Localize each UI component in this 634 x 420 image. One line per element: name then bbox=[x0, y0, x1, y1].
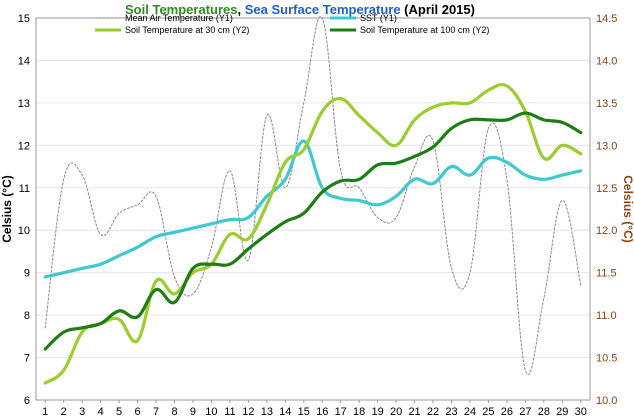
legend: Mean Air Temperature (Y1) SST (Y1) Soil Te… bbox=[95, 13, 489, 35]
chart-title-part: (April 2015) bbox=[401, 2, 475, 17]
x-tick-label: 4 bbox=[98, 406, 104, 418]
x-tick-label: 13 bbox=[261, 406, 273, 418]
y-right-tick-label: 11.0 bbox=[596, 310, 617, 322]
x-tick-label: 2 bbox=[61, 406, 67, 418]
y-right-tick-label: 13.0 bbox=[596, 140, 617, 152]
x-tick-label: 28 bbox=[538, 406, 550, 418]
x-tick-label: 21 bbox=[408, 406, 420, 418]
series-line-mean-air-temperature-y1 bbox=[44, 16, 582, 375]
x-tick-label: 20 bbox=[390, 406, 402, 418]
legend-label: Mean Air Temperature (Y1) bbox=[125, 13, 233, 23]
y-left-tick-label: 11 bbox=[19, 183, 30, 195]
y-right-tick-label: 11.5 bbox=[596, 268, 617, 280]
x-tick-label: 22 bbox=[427, 406, 439, 418]
x-tick-label: 6 bbox=[135, 406, 141, 418]
y-axis-right-title: Celsius (°C) bbox=[621, 175, 634, 242]
x-tick-label: 23 bbox=[445, 406, 457, 418]
y-left-tick-label: 7 bbox=[24, 353, 30, 365]
legend-label: Soil Temperature at 30 cm (Y2) bbox=[125, 25, 249, 35]
y-left-tick-label: 9 bbox=[24, 268, 30, 280]
chart-title-part: Sea Surface Temperature bbox=[245, 2, 401, 17]
legend-item-sst-y1: SST (Y1) bbox=[330, 13, 397, 23]
y-left-tick-label: 15 bbox=[18, 13, 30, 25]
series-line-sst-y1 bbox=[43, 139, 583, 279]
y-right-tick-label: 10.0 bbox=[596, 395, 617, 407]
chart-title-part: Soil Temperatures bbox=[125, 2, 237, 17]
grid-layer bbox=[36, 59, 590, 359]
chart-title-part: , bbox=[237, 2, 244, 17]
x-tick-label: 7 bbox=[153, 406, 159, 418]
y-left-tick-label: 13 bbox=[18, 98, 30, 110]
y-axis-left-title: Celsius (°C) bbox=[0, 175, 14, 242]
legend-item-soil-temperature-at-30-cm-y2: Soil Temperature at 30 cm (Y2) bbox=[95, 25, 249, 35]
y-right-tick-label: 12.5 bbox=[596, 183, 617, 195]
x-tick-label: 30 bbox=[575, 406, 587, 418]
series-layer bbox=[43, 16, 583, 385]
x-tick-label: 14 bbox=[279, 406, 291, 418]
series-line-soil-temperature-at-30-cm-y2 bbox=[43, 82, 583, 385]
x-tick-label: 16 bbox=[316, 406, 328, 418]
x-tick-label: 10 bbox=[205, 406, 217, 418]
legend-item-mean-air-temperature-y1: Mean Air Temperature (Y1) bbox=[95, 13, 233, 23]
plot-frame bbox=[35, 17, 591, 401]
y-right-tick-label: 14.5 bbox=[596, 13, 617, 25]
legend-label: SST (Y1) bbox=[360, 13, 397, 23]
x-tick-label: 8 bbox=[171, 406, 177, 418]
series-line-soil-temperature-at-100-cm-y2 bbox=[43, 111, 583, 351]
y-left-tick-label: 14 bbox=[18, 55, 30, 67]
y-right-tick-label: 14.0 bbox=[596, 55, 617, 67]
x-tick-label: 26 bbox=[501, 406, 513, 418]
y-right-tick-label: 12.0 bbox=[596, 225, 617, 237]
x-tick-label: 12 bbox=[242, 406, 254, 418]
x-tick-label: 9 bbox=[190, 406, 196, 418]
x-tick-label: 27 bbox=[519, 406, 531, 418]
x-tick-label: 3 bbox=[79, 406, 85, 418]
legend-item-soil-temperature-at-100-cm-y2: Soil Temperature at 100 cm (Y2) bbox=[330, 25, 489, 35]
x-tick-label: 15 bbox=[298, 406, 310, 418]
x-tick-label: 24 bbox=[464, 406, 476, 418]
chart-title: Soil Temperatures, Sea Surface Temperatu… bbox=[125, 2, 475, 17]
y-left-tick-label: 12 bbox=[18, 140, 30, 152]
x-tick-label: 1 bbox=[42, 406, 48, 418]
x-tick-label: 18 bbox=[353, 406, 365, 418]
y-right-tick-label: 13.5 bbox=[596, 98, 617, 110]
x-tick-label: 5 bbox=[116, 406, 122, 418]
y-left-tick-label: 10 bbox=[18, 225, 30, 237]
y-left-tick-label: 8 bbox=[24, 310, 30, 322]
axis-layer: 678910111213141510.010.511.011.512.012.5… bbox=[18, 13, 618, 418]
legend-label: Soil Temperature at 100 cm (Y2) bbox=[360, 25, 489, 35]
y-right-tick-label: 10.5 bbox=[596, 353, 617, 365]
x-tick-label: 19 bbox=[372, 406, 384, 418]
y-left-tick-label: 6 bbox=[24, 395, 30, 407]
x-tick-label: 29 bbox=[556, 406, 568, 418]
x-tick-label: 25 bbox=[482, 406, 494, 418]
x-tick-label: 17 bbox=[335, 406, 347, 418]
x-tick-label: 11 bbox=[224, 406, 235, 418]
